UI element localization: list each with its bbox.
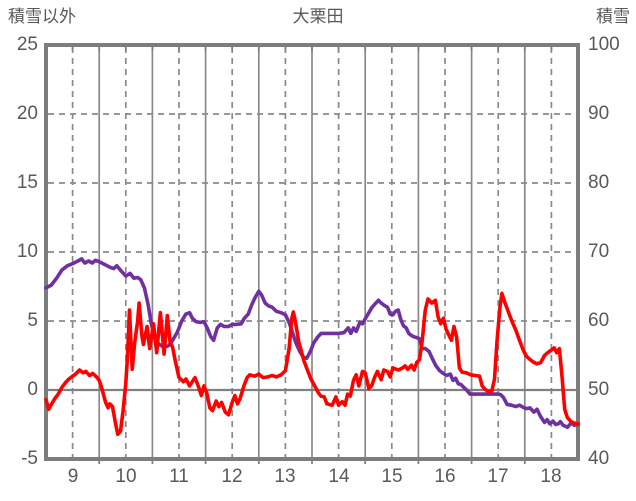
x-axis-tick-label: 12 xyxy=(221,466,243,487)
chart-title: 大栗田 xyxy=(292,7,344,26)
right-axis-tick-label: 80 xyxy=(588,172,610,193)
series-line-right xyxy=(44,257,580,430)
left-axis-tick-label: -5 xyxy=(21,448,38,469)
x-axis-tick-label: 15 xyxy=(381,466,403,487)
x-axis-tick-label: 16 xyxy=(434,466,456,487)
x-axis-tick-label: 10 xyxy=(115,466,137,487)
right-axis-tick-label: 90 xyxy=(588,103,610,124)
x-axis-tick-label: 11 xyxy=(169,466,189,487)
x-axis-tick-label: 18 xyxy=(540,466,562,487)
right-axis-tick-label: 100 xyxy=(588,34,620,55)
x-axis-tick-label: 17 xyxy=(487,466,509,487)
left-axis-tick-label: 0 xyxy=(27,379,38,400)
plot-border xyxy=(44,43,580,461)
x-axis-tick-label: 14 xyxy=(328,466,350,487)
right-axis-title: 積雪 xyxy=(596,7,630,26)
right-axis-tick-label: 70 xyxy=(588,241,610,262)
left-axis-tick-label: 10 xyxy=(16,241,38,262)
x-axis-tick-label: 13 xyxy=(274,466,296,487)
left-axis-tick-label: 5 xyxy=(27,310,38,331)
x-axis-tick-label: 9 xyxy=(67,466,79,487)
left-axis-tick-label: 25 xyxy=(16,34,38,55)
left-axis-title: 積雪以外 xyxy=(8,7,76,26)
right-axis-tick-label: 50 xyxy=(588,379,610,400)
right-axis-tick-label: 60 xyxy=(588,310,610,331)
left-axis-tick-label: 20 xyxy=(16,103,38,124)
series-line-left xyxy=(44,291,580,437)
left-axis-tick-label: 15 xyxy=(16,172,38,193)
right-axis-tick-label: 40 xyxy=(588,448,610,469)
